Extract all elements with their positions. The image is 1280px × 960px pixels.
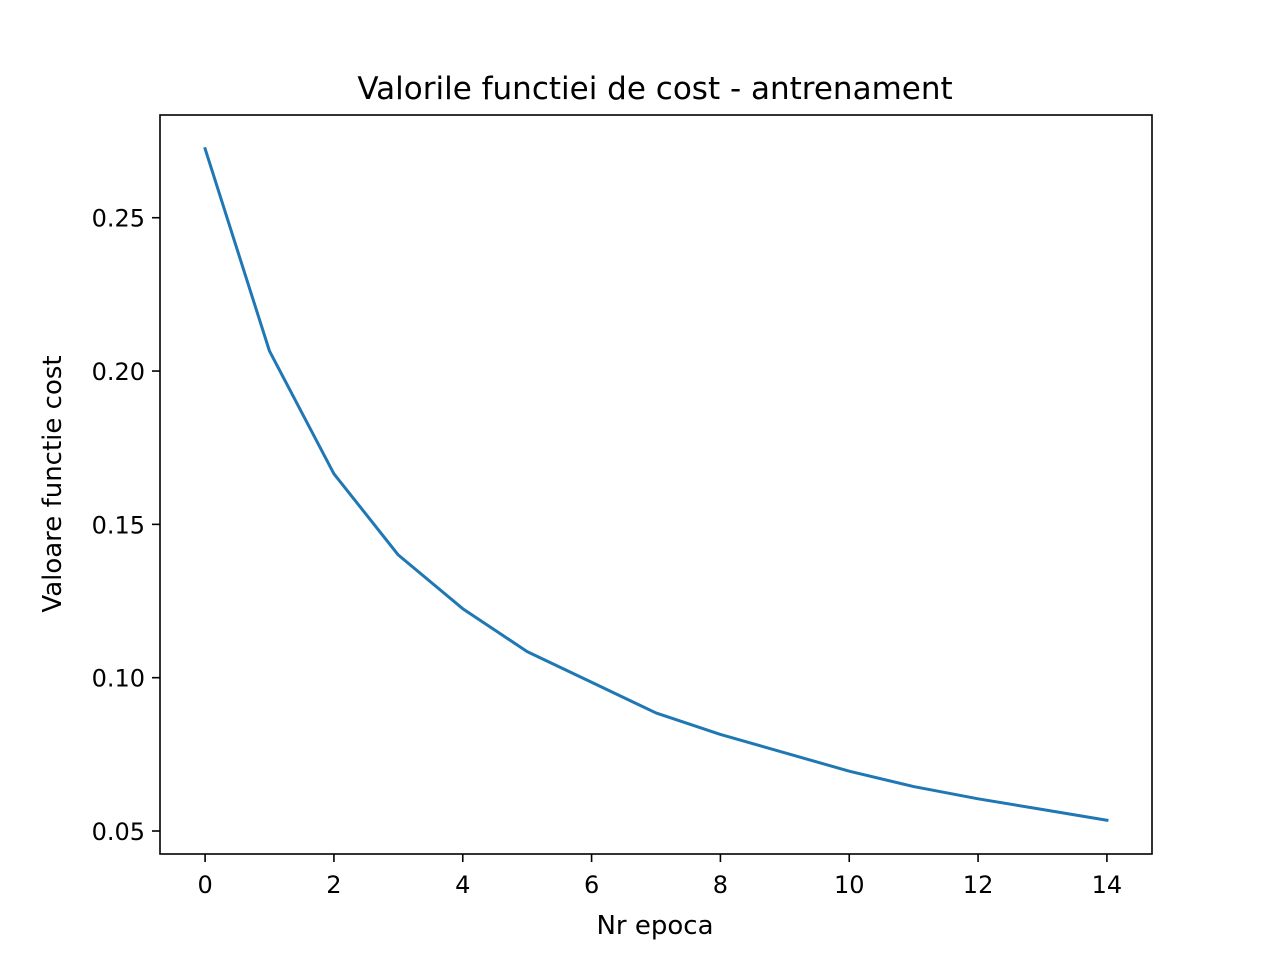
chart-title: Valorile functiei de cost - antrenament xyxy=(357,71,952,107)
y-tick-label: 0.25 xyxy=(92,205,145,233)
x-tick-label: 14 xyxy=(1092,871,1123,899)
axes-frame xyxy=(159,114,1153,855)
y-axis-ticks: 0.05 0.10 0.15 0.20 0.25 xyxy=(92,205,160,846)
y-axis-label: Valoare functie cost xyxy=(38,355,68,612)
x-tick-label: 12 xyxy=(963,871,994,899)
series-layer xyxy=(203,146,1109,822)
y-tick-label: 0.15 xyxy=(92,511,145,539)
x-tick-label: 2 xyxy=(326,871,341,899)
y-tick-label: 0.20 xyxy=(92,358,145,386)
x-tick-label: 0 xyxy=(197,871,212,899)
x-tick-label: 4 xyxy=(455,871,470,899)
x-tick-label: 10 xyxy=(834,871,865,899)
x-tick-label: 8 xyxy=(713,871,728,899)
y-tick-label: 0.10 xyxy=(92,665,145,693)
x-axis-label: Nr epoca xyxy=(596,911,713,941)
x-axis-ticks: 0 2 4 6 8 10 12 14 xyxy=(197,854,1122,899)
x-tick-label: 6 xyxy=(584,871,599,899)
y-tick-label: 0.05 xyxy=(92,818,145,846)
